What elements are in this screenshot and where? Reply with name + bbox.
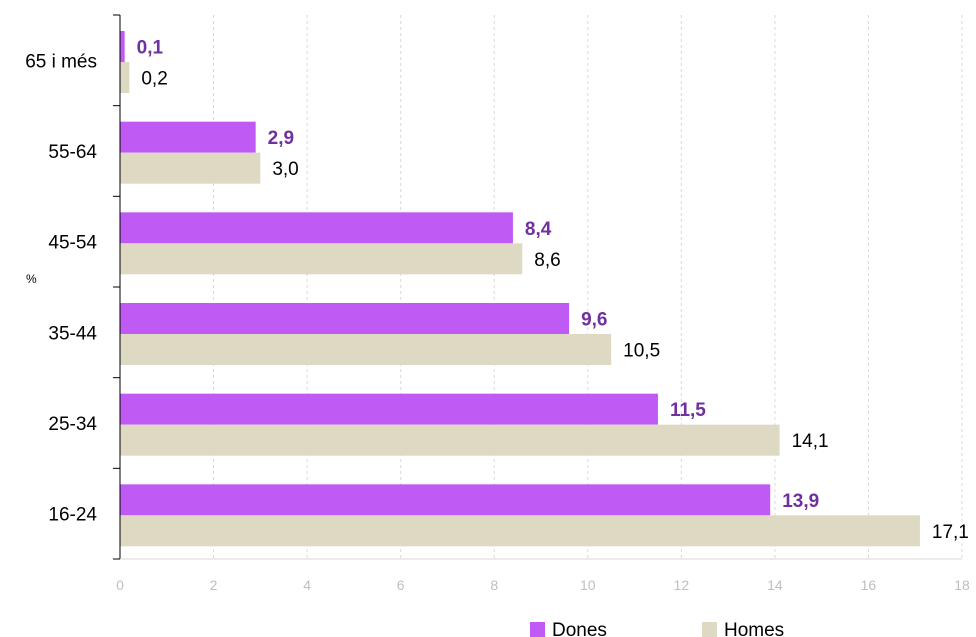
data-label-dones: 0,1: [137, 38, 164, 59]
category-label: 25-34: [48, 414, 97, 435]
data-label-homes: 8,6: [534, 250, 560, 271]
axes: [113, 14, 962, 560]
data-label-dones: 8,4: [525, 219, 552, 240]
labels: 0 2 4 6 8 10 12 14 16 18 0,1 0,2 65 i més 2,9 3,0 55-64…: [25, 38, 970, 594]
x-tick-label: 4: [303, 577, 311, 593]
legend: Dones Homes: [530, 620, 784, 637]
legend-label-homes: Homes: [724, 620, 784, 637]
gridlines: [213, 15, 963, 559]
data-label-homes: 3,0: [272, 159, 298, 180]
legend-swatch-homes: [702, 622, 717, 637]
category-label: 45-54: [48, 233, 97, 254]
x-tick-label: 8: [490, 577, 498, 593]
x-tick-label: 0: [116, 577, 124, 593]
x-tick-label: 2: [210, 577, 218, 593]
data-label-dones: 9,6: [581, 310, 607, 331]
data-label-homes: 14,1: [792, 431, 829, 452]
bars: [120, 31, 920, 547]
data-label-dones: 13,9: [782, 491, 819, 512]
bar-dones: [120, 393, 658, 425]
x-tick-label: 10: [580, 577, 596, 593]
category-label: 55-64: [48, 142, 97, 163]
bar-homes: [120, 243, 523, 275]
x-tick-label: 12: [674, 577, 690, 593]
bar-homes: [120, 62, 130, 93]
data-label-dones: 2,9: [268, 128, 294, 149]
x-tick-label: 16: [861, 577, 877, 593]
bar-homes: [120, 334, 612, 365]
bar-dones: [120, 31, 125, 62]
x-tick-label: 6: [397, 577, 405, 593]
bar-homes: [120, 424, 780, 456]
bar-homes: [120, 152, 261, 184]
bar-dones: [120, 121, 256, 153]
category-label: 35-44: [48, 323, 97, 344]
y-axis-unit-label: %: [26, 272, 37, 286]
data-label-homes: 0,2: [141, 69, 167, 90]
category-label: 16-24: [48, 505, 97, 526]
bar-dones: [120, 303, 570, 334]
bar-dones: [120, 212, 513, 244]
category-label: 65 i més: [25, 51, 97, 72]
x-tick-label: 18: [954, 577, 970, 593]
legend-label-dones: Dones: [552, 620, 607, 637]
data-label-homes: 10,5: [623, 341, 660, 362]
bar-dones: [120, 484, 771, 516]
data-label-dones: 11,5: [670, 400, 706, 421]
x-tick-label: 14: [767, 577, 783, 593]
legend-swatch-dones: [530, 622, 545, 637]
data-label-homes: 17,1: [932, 522, 969, 543]
bar-homes: [120, 515, 920, 547]
